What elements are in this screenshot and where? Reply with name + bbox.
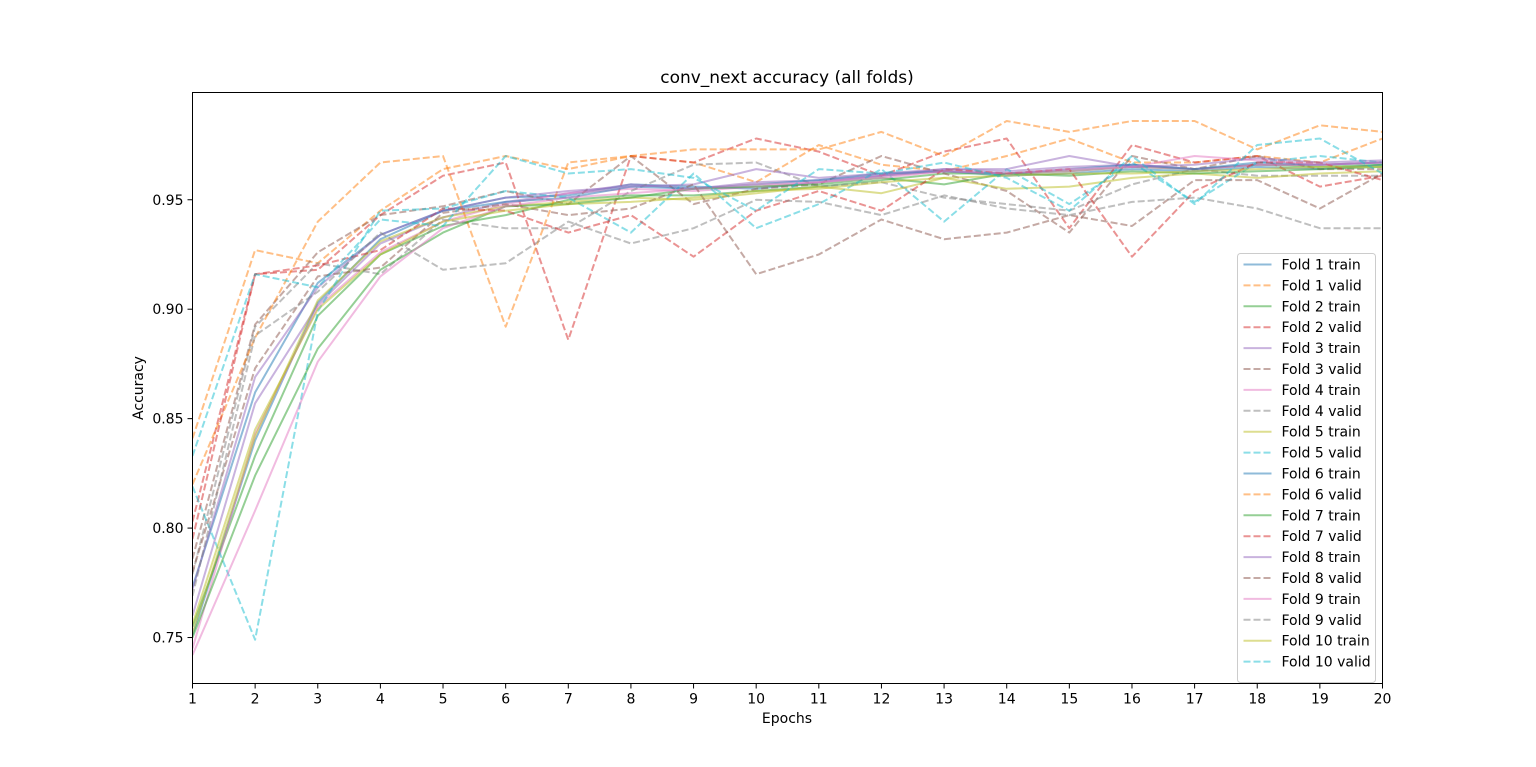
x-tick-label: 10 [747, 692, 765, 708]
legend-label-17: Fold 9 train [1282, 592, 1361, 608]
legend-label-2: Fold 1 valid [1282, 278, 1362, 294]
x-tick-label: 15 [1060, 692, 1078, 708]
x-tick-label: 20 [1374, 692, 1392, 708]
legend-label-1: Fold 1 train [1282, 258, 1361, 274]
series-line-13 [192, 165, 1383, 638]
series-line-7 [192, 161, 1383, 649]
series-line-1 [192, 163, 1383, 636]
legend-label-15: Fold 8 train [1282, 550, 1361, 566]
series-line-4 [192, 137, 1383, 522]
y-tick-label: 0.75 [152, 631, 183, 647]
series-line-12 [192, 120, 1383, 485]
series-line-9 [192, 170, 1383, 634]
y-tick-label: 0.80 [152, 521, 183, 537]
x-tick-label: 18 [1248, 692, 1266, 708]
x-tick-label: 16 [1123, 692, 1141, 708]
legend-label-9: Fold 5 train [1282, 425, 1361, 441]
legend-label-4: Fold 2 valid [1282, 320, 1362, 336]
x-tick-label: 1 [188, 692, 197, 708]
legend-label-12: Fold 6 valid [1282, 487, 1362, 503]
series-lines [192, 120, 1383, 656]
series-line-15 [192, 155, 1383, 590]
legend-label-18: Fold 9 valid [1282, 613, 1362, 629]
series-line-2 [192, 137, 1383, 439]
x-tick-label: 4 [376, 692, 385, 708]
legend-label-13: Fold 7 train [1282, 508, 1361, 524]
x-tick-label: 3 [313, 692, 322, 708]
chart-title: conv_next accuracy (all folds) [660, 68, 914, 88]
series-line-19 [192, 165, 1383, 625]
legend-label-3: Fold 2 train [1282, 299, 1361, 315]
legend-label-16: Fold 8 valid [1282, 571, 1362, 587]
y-axis: 0.75 0.80 0.85 0.90 0.95 [152, 193, 193, 647]
x-tick-label: 2 [251, 692, 260, 708]
legend-label-19: Fold 10 train [1282, 634, 1370, 650]
y-tick-label: 0.85 [152, 412, 183, 428]
series-line-3 [192, 163, 1383, 627]
legend-label-20: Fold 10 valid [1282, 655, 1371, 671]
series-line-20 [192, 137, 1383, 457]
legend-label-7: Fold 4 train [1282, 383, 1361, 399]
legend-label-10: Fold 5 valid [1282, 446, 1362, 462]
x-tick-label: 5 [439, 692, 448, 708]
x-tick-label: 8 [626, 692, 635, 708]
legend-frame [1237, 253, 1376, 683]
series-line-18 [192, 194, 1383, 597]
series-line-6 [192, 155, 1383, 559]
x-tick-label: 14 [998, 692, 1016, 708]
x-tick-label: 12 [873, 692, 891, 708]
y-tick-label: 0.90 [152, 302, 183, 318]
legend-label-11: Fold 6 train [1282, 467, 1361, 483]
legend-label-6: Fold 3 valid [1282, 362, 1362, 378]
x-tick-label: 13 [935, 692, 953, 708]
x-axis: 1 2 3 4 5 6 7 8 9 10 11 12 13 14 15 16 17 18 19 20 [188, 683, 1392, 708]
x-tick-label: 19 [1311, 692, 1329, 708]
series-line-16 [192, 172, 1383, 573]
x-axis-label: Epochs [762, 711, 812, 727]
x-tick-label: 17 [1186, 692, 1204, 708]
legend-label-14: Fold 7 valid [1282, 529, 1362, 545]
x-tick-label: 7 [564, 692, 573, 708]
legend: Fold 1 train Fold 1 valid Fold 2 train Fold… [1237, 253, 1376, 683]
y-tick-label: 0.95 [152, 193, 183, 209]
plot-frame [192, 92, 1383, 684]
y-axis-label: Accuracy [131, 356, 147, 420]
series-line-17 [192, 155, 1383, 656]
x-tick-label: 11 [810, 692, 828, 708]
legend-label-5: Fold 3 train [1282, 341, 1361, 357]
x-tick-label: 6 [501, 692, 510, 708]
legend-label-8: Fold 4 valid [1282, 404, 1362, 420]
x-tick-label: 9 [689, 692, 698, 708]
